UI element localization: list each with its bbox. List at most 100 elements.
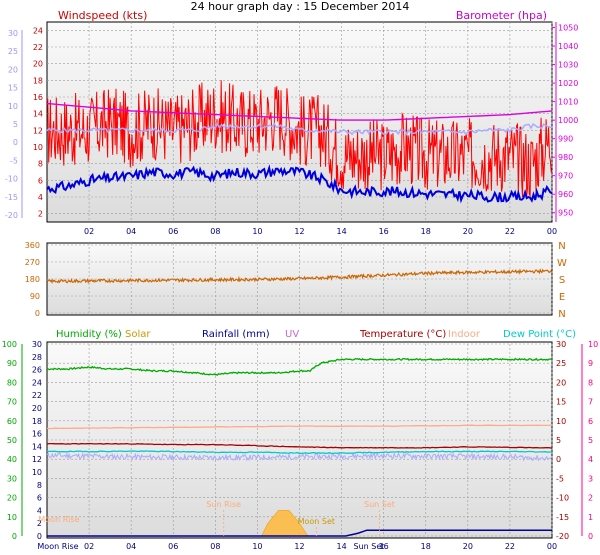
outer-tick: 5	[13, 120, 18, 129]
barometer-tick: 1020	[558, 79, 578, 88]
left-inner-tick: 20	[32, 404, 42, 413]
direction-tick: 180	[25, 275, 40, 284]
wind-series	[46, 80, 553, 204]
compass-tick: N	[558, 241, 565, 252]
time-tick: 20	[463, 227, 473, 236]
right-outer-tick: 8	[588, 378, 593, 387]
time-tick: 06	[168, 227, 178, 236]
series-label: Indoor	[448, 329, 481, 340]
outer-tick: -20	[5, 211, 18, 220]
left-inner-tick: 24	[32, 378, 42, 387]
left-inner-tick: 16	[32, 430, 42, 439]
temperature-tick: 15	[556, 398, 566, 407]
temperature-gridlines	[47, 343, 553, 537]
time-tick: 08	[210, 227, 220, 236]
compass-tick: E	[559, 292, 565, 303]
time-tick: 04	[126, 227, 136, 236]
temperature-tick: -10	[556, 494, 569, 503]
compass-tick: W	[557, 258, 567, 269]
time-tick: 06	[168, 542, 178, 551]
temperature-line	[46, 442, 553, 449]
outer-tick: -5	[10, 156, 18, 165]
wind-chill-line	[46, 451, 553, 462]
time-tick: 22	[505, 542, 515, 551]
barometer-tick: 1040	[558, 42, 578, 51]
outer-tick: 20	[8, 65, 18, 74]
time-tick: 16	[379, 227, 389, 236]
temperature-legend: Humidity (%) Solar Rainfall (mm) UV Temperat…	[56, 329, 576, 340]
time-tick: 20	[463, 542, 473, 551]
right-outer-tick: 2	[588, 494, 593, 503]
time-tick: 18	[421, 542, 431, 551]
sun-moon-annotations: Moon Rise Sun Rise Moon Set Sun Set Moon Ris…	[37, 500, 395, 551]
humidity-tick: 70	[7, 398, 17, 407]
right-outer-tick: 3	[588, 474, 593, 483]
temperature-tick: -20	[556, 532, 569, 541]
outer-tick: -15	[5, 193, 18, 202]
compass-tick: N	[558, 309, 565, 320]
barometer-axis: 1050 1040 1030 1020 1010 1000 990 980 970 960 950	[552, 22, 578, 222]
dewpoint-line	[46, 450, 552, 455]
left-inner-tick: 10	[32, 468, 42, 477]
humidity-tick: 60	[7, 417, 17, 426]
direction-series	[46, 268, 553, 285]
time-tick: 02	[84, 227, 94, 236]
annotation-label: Moon Set	[298, 517, 335, 526]
left-inner-tick: 18	[32, 417, 42, 426]
barometer-tick: 1050	[558, 24, 578, 33]
barometer-tick: 970	[558, 172, 573, 181]
temperature-right-axis: 30 25 20 15 10 5 0 -5 -10 -15 -20	[556, 340, 569, 541]
windspeed-label: Windspeed (kts)	[58, 9, 147, 22]
windspeed-tick: 6	[38, 176, 43, 185]
sun-set-axis-label: Sun Set	[353, 542, 384, 551]
time-tick: 02	[84, 542, 94, 551]
time-tick: 12	[294, 227, 304, 236]
windspeed-tick: 12	[33, 126, 43, 135]
windspeed-axis: 24 22 20 18 16 14 12 10 8 6 4 2	[33, 26, 43, 218]
left-inner-tick: 26	[32, 366, 42, 375]
right-outer-tick: 10	[588, 340, 598, 349]
moon-rise-axis-label: Moon Rise	[37, 542, 78, 551]
windspeed-tick: 22	[33, 43, 43, 52]
right-outer-tick: 5	[588, 436, 593, 445]
left-inner-tick: 0	[37, 532, 42, 541]
time-tick: 16	[379, 542, 389, 551]
wind-direction-line	[46, 268, 553, 285]
humidity-tick: 30	[7, 474, 17, 483]
wind-time-axis: 02 04 06 08 10 12 14 16 18 20 22 00	[84, 227, 557, 236]
outer-tick: 30	[8, 29, 18, 38]
right-outer-tick: 4	[588, 455, 593, 464]
temperature-tick: 0	[556, 455, 561, 464]
left-inner-tick: 2	[37, 519, 42, 528]
humidity-tick: 20	[7, 494, 17, 503]
left-inner-tick: 8	[37, 481, 42, 490]
series-label: Solar	[125, 329, 151, 340]
direction-tick: 360	[25, 241, 40, 250]
time-tick: 00	[547, 227, 557, 236]
left-inner-tick: 6	[37, 494, 42, 503]
windspeed-tick: 8	[38, 160, 43, 169]
series-label: Humidity (%)	[56, 329, 122, 340]
series-label: Dew Point (°C)	[503, 329, 576, 340]
windspeed-tick: 18	[33, 76, 43, 85]
humidity-tick: 100	[2, 340, 17, 349]
barometer-line	[46, 102, 553, 121]
annotation-label: Sun Rise	[206, 500, 241, 509]
rainfall-line	[47, 529, 552, 537]
time-tick: 08	[210, 542, 220, 551]
wind-outer-axis: 30 25 20 15 10 5 0 -5 -10 -15 -20	[5, 29, 23, 220]
temperature-time-axis: 02 04 06 08 10 12 14 16 18 20 22 00	[84, 542, 557, 551]
time-tick: 00	[547, 542, 557, 551]
compass-tick: S	[559, 275, 565, 286]
humidity-line	[46, 357, 553, 376]
direction-gridlines	[47, 243, 553, 315]
indoor-line	[46, 424, 553, 430]
page-title: 24 hour graph day : 15 December 2014	[191, 0, 410, 13]
time-tick: 14	[336, 227, 346, 236]
annotation-label: Moon Rise	[38, 515, 79, 524]
windspeed-tick: 14	[33, 110, 43, 119]
temperature-tick: 10	[556, 417, 566, 426]
